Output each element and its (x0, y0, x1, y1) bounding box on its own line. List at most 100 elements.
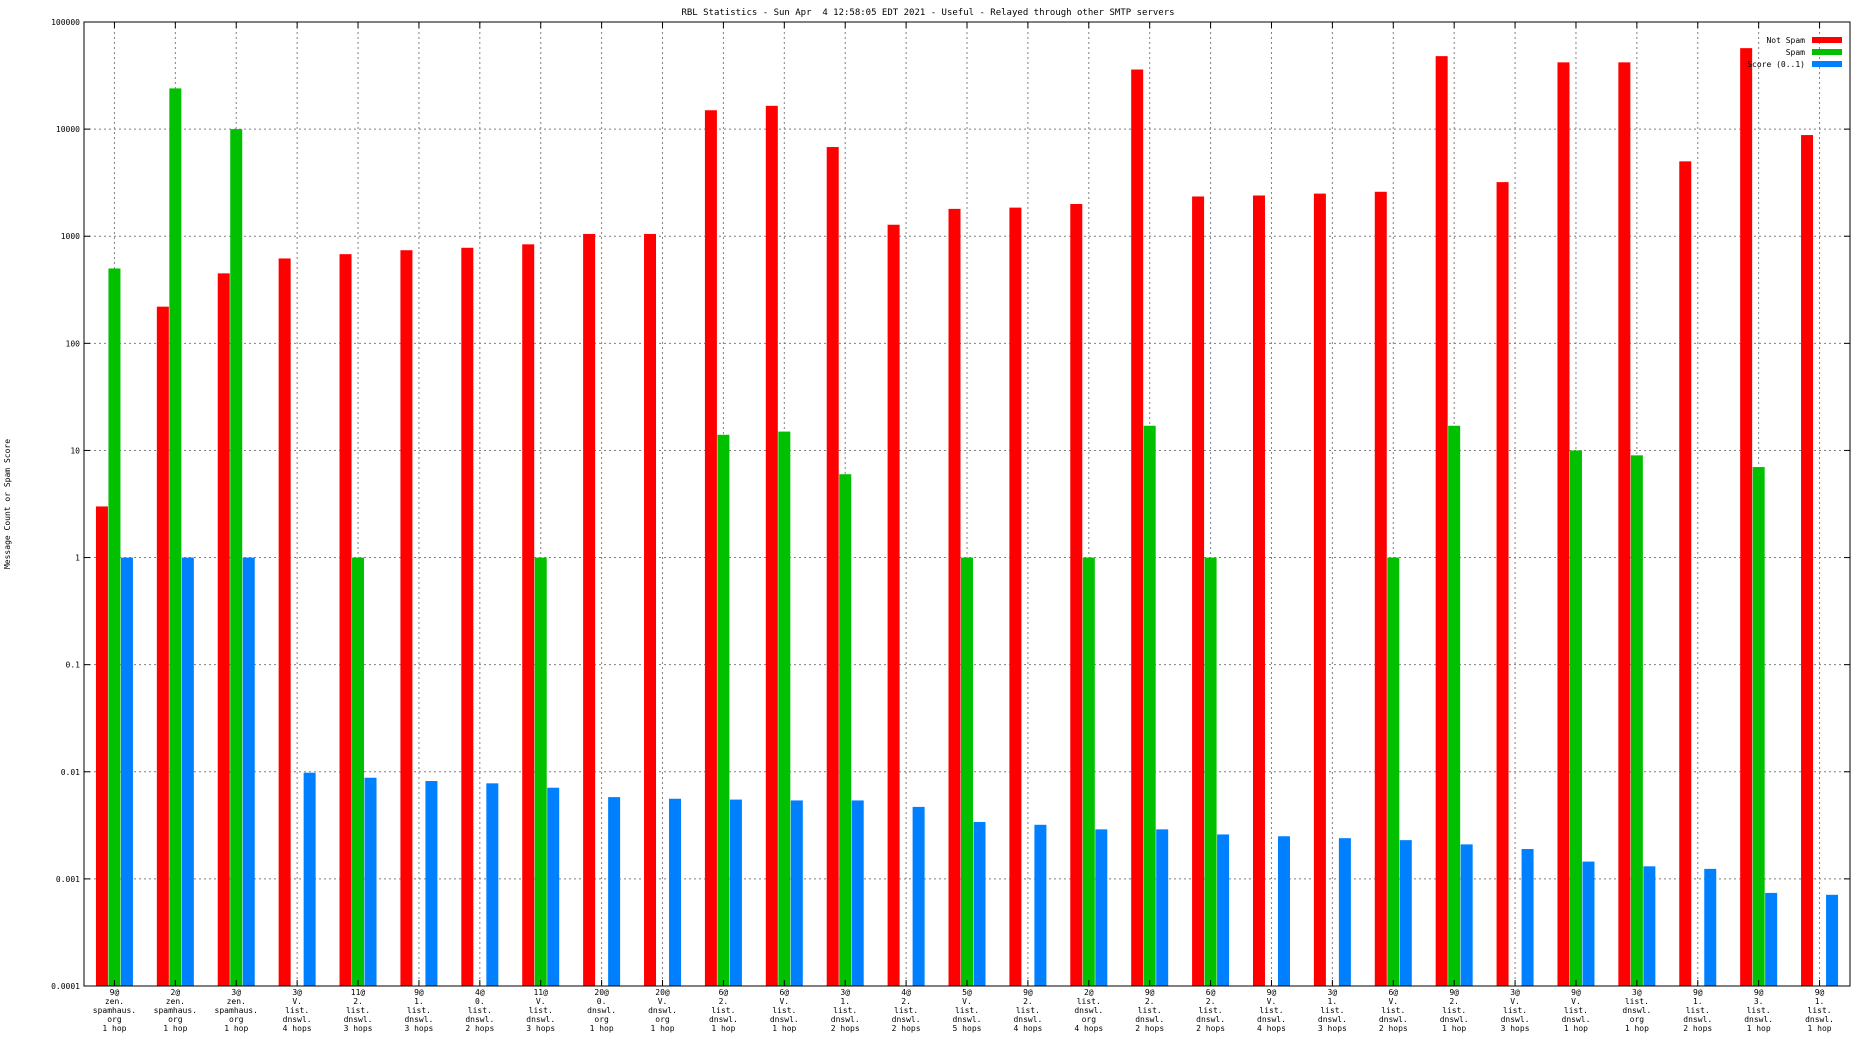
x-tick-label-line: V. (1510, 997, 1520, 1006)
bar-not-spam (887, 224, 900, 987)
bar-score-0-1 (181, 557, 194, 986)
bar-spam (230, 129, 243, 987)
x-tick-label-line: dnswl. (283, 1015, 312, 1024)
bar-not-spam (1009, 207, 1022, 987)
x-tick-label: 9@V.list.dnswl.1 hop (1562, 988, 1591, 1033)
x-tick-label-line: 2 hops (1135, 1024, 1164, 1033)
x-tick-label-line: 3 hops (1501, 1024, 1530, 1033)
bar-spam (169, 88, 182, 986)
x-tick-label-line: 1 hop (1442, 1024, 1466, 1033)
x-tick-label-line: list. (407, 1006, 431, 1015)
bar-spam (961, 557, 973, 986)
x-tick-label: 9@3.list.dnswl.1 hop (1744, 988, 1773, 1033)
bar-not-spam (95, 506, 108, 986)
bar-spam (1569, 450, 1582, 986)
bar-score-0-1 (1826, 894, 1839, 986)
x-tick-label-line: dnswl. (1744, 1015, 1773, 1024)
x-tick-label-line: org (1082, 1015, 1097, 1024)
x-tick-label-line: 20@ (655, 988, 670, 997)
chart-title: RBL Statistics - Sun Apr 4 12:58:05 EDT … (681, 8, 1174, 18)
legend-swatch (1812, 61, 1842, 67)
bar-spam (1082, 557, 1095, 986)
x-tick-label-line: 3@ (1632, 988, 1642, 997)
bar-score-0-1 (851, 800, 864, 986)
x-tick-label-line: 3 hops (404, 1024, 433, 1033)
x-tick-label: 9@1.list.dnswl.2 hops (1683, 988, 1712, 1033)
bar-score-0-1 (1765, 892, 1778, 986)
x-tick-label: 9@1.list.dnswl.1 hop (1805, 988, 1834, 1033)
bar-spam (1143, 425, 1156, 986)
bar-not-spam (1557, 62, 1570, 987)
bar-score-0-1 (1643, 866, 1656, 986)
x-tick-label-line: 2@ (171, 988, 181, 997)
x-tick-label-line: org (655, 1015, 670, 1024)
x-tick-label-line: 3@ (840, 988, 850, 997)
y-axis-label: Message Count or Spam Score (3, 439, 12, 569)
bar-score-0-1 (790, 800, 803, 986)
x-tick-label-line: 2. (353, 997, 363, 1006)
x-tick-label-line: list. (1564, 1006, 1588, 1015)
x-tick-label-line: 1 hop (224, 1024, 248, 1033)
x-tick-label-line: V. (1388, 997, 1398, 1006)
x-tick-label-line: dnswl. (1135, 1015, 1164, 1024)
x-tick-label-line: 11@ (533, 988, 548, 997)
x-tick-label-line: org (229, 1015, 244, 1024)
x-tick-label-line: dnswl. (465, 1015, 494, 1024)
bars (95, 48, 1839, 987)
x-tick-label-line: list. (1686, 1006, 1710, 1015)
x-tick-label-line: 1 hop (772, 1024, 796, 1033)
bar-spam (108, 268, 121, 987)
x-tick-label-line: 6@ (1206, 988, 1216, 997)
bar-score-0-1 (1338, 838, 1351, 986)
bar-score-0-1 (1217, 834, 1230, 986)
x-tick-label-line: 6@ (1388, 988, 1398, 997)
bar-score-0-1 (1521, 849, 1534, 986)
x-tick-label-line: dnswl. (344, 1015, 373, 1024)
x-tick-label-line: 0. (597, 997, 607, 1006)
x-tick-label: 6@V.list.dnswl.2 hops (1379, 988, 1408, 1033)
x-tick-label-line: 2@ (1084, 988, 1094, 997)
x-tick-label-line: list. (1259, 1006, 1283, 1015)
x-tick-label-line: 1. (1328, 997, 1338, 1006)
x-tick-label-line: list. (1808, 1006, 1832, 1015)
x-tick-label-line: 2. (1449, 997, 1459, 1006)
x-tick-label: 6@2.list.dnswl.2 hops (1196, 988, 1225, 1033)
x-tick-label-line: 2 hops (831, 1024, 860, 1033)
x-tick-label-line: dnswl. (892, 1015, 921, 1024)
bar-score-0-1 (1277, 836, 1290, 986)
bar-not-spam (217, 273, 230, 986)
x-tick-label-line: 4@ (475, 988, 485, 997)
x-tick-label-line: 3 hops (344, 1024, 373, 1033)
bar-spam (717, 434, 730, 986)
x-tick-label-line: dnswl. (1196, 1015, 1225, 1024)
x-tick-label-line: 1. (1693, 997, 1703, 1006)
bar-score-0-1 (1582, 861, 1595, 986)
x-tick-label-line: list. (346, 1006, 370, 1015)
x-tick-label-line: 1 hop (1625, 1024, 1649, 1033)
bar-spam (352, 557, 365, 986)
bar-score-0-1 (547, 787, 560, 986)
x-tick-label-line: 3@ (231, 988, 241, 997)
x-tick-label-line: list. (285, 1006, 309, 1015)
x-tick-label-line: list. (1442, 1006, 1466, 1015)
bar-score-0-1 (1095, 829, 1108, 986)
x-tick-label-line: dnswl. (648, 1006, 677, 1015)
x-tick-label-line: 2. (719, 997, 729, 1006)
x-tick-label: 3@1.list.dnswl.3 hops (1318, 988, 1347, 1033)
x-tick-label-line: spamhaus. (93, 1006, 136, 1015)
x-tick-label-line: list. (468, 1006, 492, 1015)
x-tick-label-line: 2 hops (1683, 1024, 1712, 1033)
bar-not-spam (826, 147, 839, 987)
x-tick-label-line: 9@ (110, 988, 120, 997)
legend-label: Not Spam (1766, 36, 1805, 45)
x-tick-label-line: 3@ (1328, 988, 1338, 997)
x-tick-label-line: list. (711, 1006, 735, 1015)
x-tick-label-line: 1 hop (163, 1024, 187, 1033)
x-tick-label-line: 1. (414, 997, 424, 1006)
x-tick-label-line: V. (658, 997, 668, 1006)
bar-not-spam (1252, 195, 1265, 986)
x-tick-label-line: 3@ (1510, 988, 1520, 997)
x-tick-label: 6@2.list.dnswl.1 hop (709, 988, 738, 1033)
